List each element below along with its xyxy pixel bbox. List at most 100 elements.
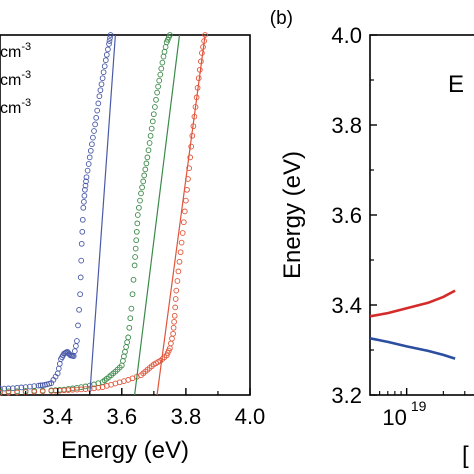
data-point: [78, 257, 85, 264]
data-point: [0, 389, 3, 396]
data-point: [79, 216, 86, 223]
data-point: [73, 343, 79, 349]
data-point: [77, 274, 84, 281]
data-point: [160, 53, 167, 60]
data-point: [91, 128, 97, 134]
data-point: [81, 198, 87, 205]
data-point: [148, 125, 155, 132]
data-point: [75, 322, 81, 329]
data-point: [76, 306, 82, 313]
data-point: [105, 46, 111, 53]
data-point: [156, 77, 163, 84]
panel-a-fit-lines: [89, 34, 206, 396]
data-point: [149, 118, 156, 125]
data-point: [83, 178, 89, 185]
data-point: [55, 365, 62, 372]
data-point: [168, 340, 174, 347]
data-point: [123, 344, 129, 350]
data-point: [145, 147, 152, 154]
data-point: [0, 386, 3, 392]
data-point: [170, 330, 176, 337]
panel-b-y-axis-label: Energy (eV): [279, 151, 306, 279]
data-point: [171, 318, 177, 325]
data-point: [153, 96, 159, 103]
data-point: [162, 44, 169, 50]
data-point: [82, 383, 89, 390]
data-point: [86, 154, 93, 161]
panel-b-x-axis-label: [: [462, 442, 469, 469]
fit-line-2: [134, 34, 181, 396]
data-point: [90, 134, 96, 141]
panel-a-plot-frame: [0, 34, 251, 396]
data-point: [101, 63, 108, 70]
data-point: [1, 385, 8, 392]
data-point: [102, 57, 109, 64]
panel-a-x-ticks: 3.4 3.6 3.8 4.0: [25, 388, 265, 429]
data-point: [159, 59, 166, 66]
data-point: [5, 389, 12, 396]
data-point: [107, 32, 114, 38]
x-tick-label: 10: [382, 405, 406, 430]
data-point: [138, 190, 144, 197]
data-point: [37, 382, 44, 389]
data-point: [181, 208, 188, 215]
data-point: [169, 335, 175, 342]
x-tick-label: 3.6: [106, 404, 137, 429]
legend-entry-2: cm-3: [0, 69, 31, 89]
data-point: [152, 104, 158, 110]
data-point: [99, 75, 106, 82]
data-point: [180, 219, 187, 226]
data-point: [96, 93, 103, 100]
data-point: [132, 245, 139, 252]
x-tick-label-exponent: 19: [411, 398, 427, 414]
data-point: [127, 315, 134, 322]
data-point: [82, 386, 89, 392]
data-point: [167, 32, 173, 38]
data-point: [147, 132, 154, 139]
panel-b-inner-label: E: [448, 71, 464, 98]
data-point: [133, 237, 140, 244]
data-point: [79, 228, 86, 235]
data-point: [155, 83, 161, 90]
data-point: [120, 358, 126, 364]
legend-entry-3: cm-3: [0, 97, 31, 117]
panel-b-series-group: [369, 289, 456, 360]
data-point: [80, 204, 87, 211]
data-point: [9, 385, 16, 392]
data-point: [61, 387, 67, 394]
data-point: [56, 360, 63, 367]
y-tick-label: 3.4: [331, 293, 362, 318]
panel-b-y-ticks: 3.2 3.4 3.6 3.8 4.0: [331, 23, 377, 408]
data-point: [106, 41, 112, 47]
data-point: [106, 38, 113, 44]
data-point: [74, 338, 80, 344]
fit-line-3: [156, 34, 206, 396]
data-point: [39, 388, 46, 395]
panel-a-series-1: [0, 32, 114, 392]
data-point: [173, 287, 180, 294]
data-point: [139, 184, 145, 191]
y-tick-label: 3.8: [331, 113, 362, 138]
data-point: [144, 154, 151, 161]
data-point: [89, 141, 95, 148]
data-point: [31, 388, 38, 395]
data-point: [48, 388, 55, 394]
x-tick-label: 3.8: [171, 404, 202, 429]
data-point: [77, 291, 83, 298]
data-point: [94, 107, 101, 114]
data-point: [100, 69, 107, 76]
data-point: [98, 81, 105, 88]
y-tick-label: 3.6: [331, 203, 362, 228]
data-point: [71, 348, 78, 354]
data-point: [122, 348, 128, 355]
panel-a-series-group: [0, 32, 208, 396]
data-point: [65, 387, 72, 393]
data-point: [107, 35, 113, 41]
panel-b-x-ticks: 10 19: [379, 388, 466, 430]
data-point: [187, 154, 194, 161]
data-point: [137, 197, 143, 204]
data-point: [143, 160, 150, 167]
data-point: [87, 147, 94, 154]
data-point: [134, 212, 141, 218]
